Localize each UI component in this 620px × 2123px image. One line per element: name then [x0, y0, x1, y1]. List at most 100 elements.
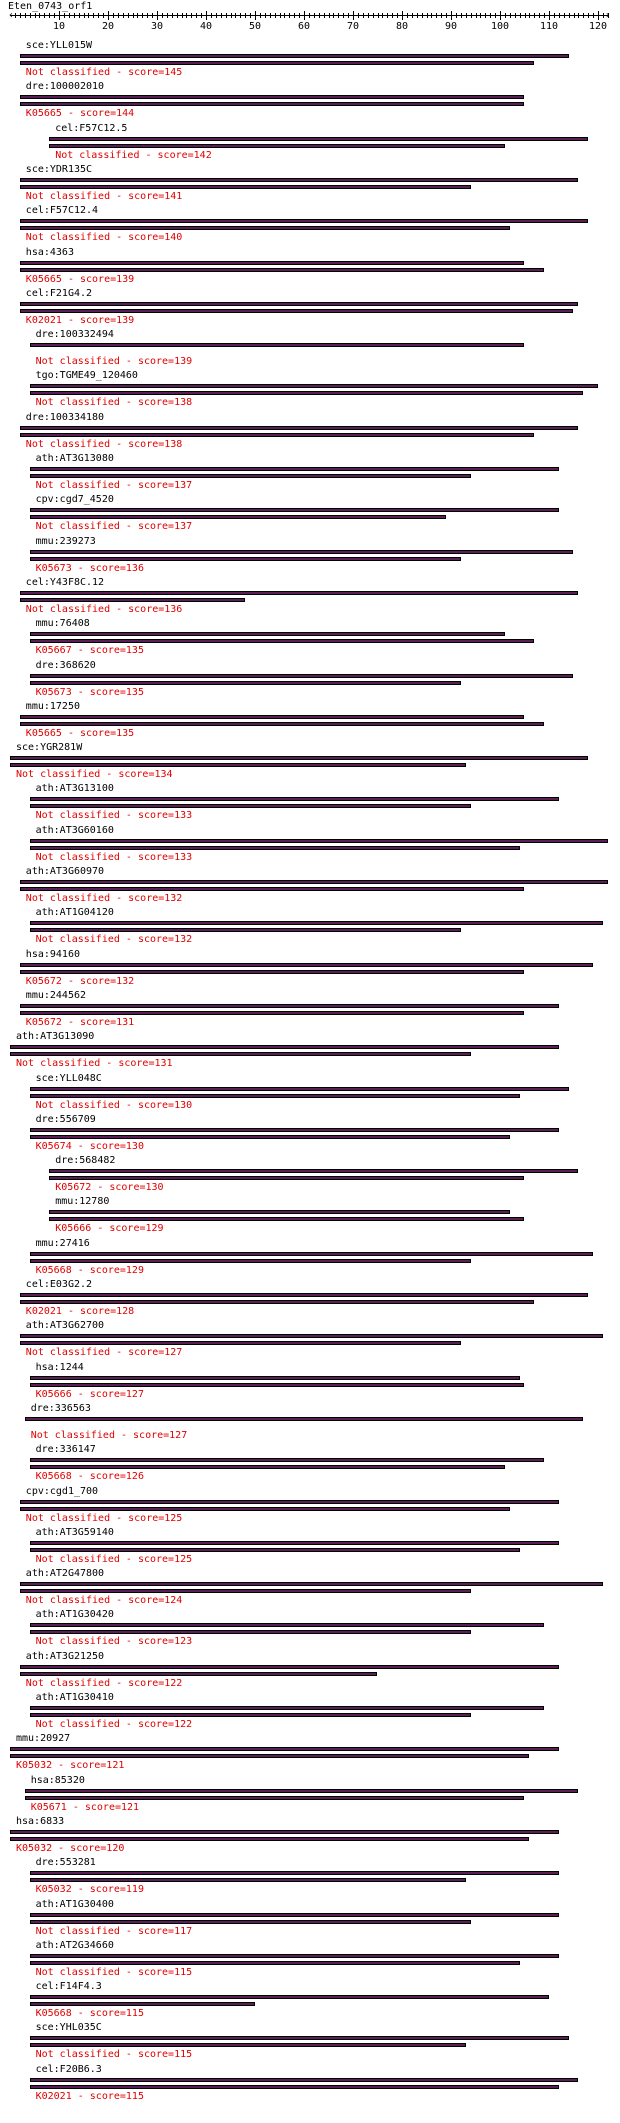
- alignment-bar: [29, 1995, 549, 2000]
- alignment-bar: [29, 2077, 579, 2082]
- ruler-tick: [348, 13, 350, 18]
- ruler-tick: [367, 13, 369, 18]
- hit-name: cpv:cgd1_700: [25, 1485, 99, 1497]
- alignment-bar: [29, 2036, 569, 2041]
- ruler-tick: [289, 13, 291, 18]
- hit-name: mmu:239273: [35, 535, 96, 547]
- hit-name: mmu:76408: [35, 618, 90, 630]
- alignment-bar: [29, 391, 584, 396]
- alignment-bar: [10, 1045, 559, 1050]
- ruler-tick: [372, 13, 374, 18]
- ruler-tick: [563, 13, 565, 18]
- ruler-tick-label: 120: [588, 21, 608, 32]
- hit-name: ath:AT3G62700: [25, 1320, 105, 1332]
- hit-classification: K05032 - score=120: [16, 1842, 125, 1854]
- hit-classification: Not classified - score=132: [35, 934, 193, 946]
- alignment-bar: [19, 1293, 589, 1297]
- ruler-tick: [514, 13, 516, 18]
- ruler-left-arrow: ‹: [8, 10, 15, 21]
- alignment-bar: [19, 969, 525, 974]
- alignment-bar: [29, 921, 603, 926]
- alignment-bar: [49, 1169, 579, 1174]
- ruler-tick: [259, 13, 261, 18]
- alignment-bar: [19, 95, 525, 100]
- hit-classification: Not classified - score=125: [25, 1512, 183, 1524]
- hit-classification: K05672 - score=131: [25, 1016, 135, 1028]
- alignment-bar: [29, 639, 535, 644]
- ruler-tick: [152, 13, 154, 18]
- hit-classification: Not classified - score=117: [35, 1925, 193, 1937]
- hit-name: ath:AT3G13090: [16, 1031, 95, 1043]
- alignment-bar: [19, 177, 579, 182]
- ruler-tick: [558, 13, 560, 18]
- ruler-tick: [171, 13, 173, 18]
- alignment-bar: [19, 260, 525, 265]
- alignment-bar: [29, 1706, 545, 1710]
- ruler-tick: [269, 13, 271, 18]
- alignment-bar: [19, 962, 594, 967]
- hit-classification: K05674 - score=130: [35, 1140, 144, 1152]
- hit-classification: Not classified - score=133: [35, 810, 193, 822]
- alignment-bar: [19, 301, 579, 306]
- hit-name: dre:100002010: [25, 81, 105, 93]
- ruler-tick: [406, 13, 408, 18]
- alignment-bar: [24, 1795, 525, 1800]
- ruler-tick: [323, 13, 325, 18]
- alignment-bar: [19, 219, 589, 224]
- alignment-bar: [29, 556, 461, 561]
- hit-classification: Not classified - score=137: [35, 521, 193, 533]
- hit-classification: Not classified - score=123: [35, 1636, 193, 1648]
- hit-name: cel:F57C12.5: [55, 122, 128, 134]
- alignment-bar: [29, 845, 520, 850]
- ruler-tick: [210, 13, 212, 18]
- hit-classification: Not classified - score=132: [25, 893, 183, 904]
- alignment-bar: [19, 597, 246, 602]
- hit-classification: Not classified - score=122: [25, 1677, 183, 1689]
- ruler-tick: [318, 13, 320, 18]
- ruler-tick: [284, 13, 286, 18]
- ruler-tick: [333, 13, 335, 18]
- ruler-tick: [485, 13, 487, 18]
- hit-classification: K05665 - score=135: [25, 727, 135, 739]
- ruler-tick: [235, 13, 237, 18]
- hit-classification: Not classified - score=130: [35, 1099, 193, 1111]
- alignment-bar: [19, 1664, 559, 1669]
- alignment-bar: [29, 804, 471, 809]
- ruler-tick: [607, 13, 609, 18]
- alignment-bar: [19, 1499, 559, 1504]
- hit-classification: K05032 - score=121: [16, 1760, 125, 1772]
- ruler-tick-label: 10: [52, 21, 66, 32]
- ruler-tick: [431, 13, 433, 18]
- ruler-tick: [402, 11, 403, 20]
- ruler-tick: [504, 13, 506, 18]
- ruler-tick: [382, 13, 384, 18]
- hit-name: sce:YDR135C: [25, 163, 93, 175]
- ruler-tick: [196, 13, 198, 18]
- hit-classification: K05032 - score=119: [35, 1884, 144, 1896]
- hit-name: ath:AT3G13080: [35, 453, 114, 464]
- ruler-tick: [73, 13, 75, 18]
- ruler-tick: [279, 13, 281, 18]
- ruler-tick: [127, 13, 129, 18]
- alignment-bar: [29, 1713, 471, 1717]
- alignment-bar: [49, 1210, 510, 1215]
- ruler-tick: [176, 13, 178, 18]
- hit-classification: Not classified - score=133: [35, 851, 193, 863]
- hit-name: dre:100334180: [25, 411, 105, 423]
- ruler-tick: [519, 13, 521, 18]
- ruler-tick: [88, 13, 90, 18]
- ruler-tick: [83, 13, 85, 18]
- ruler-tick: [59, 11, 60, 20]
- hit-classification: Not classified - score=138: [35, 397, 193, 409]
- alignment-bar: [19, 1589, 471, 1594]
- hit-classification: K02021 - score=115: [35, 2090, 144, 2102]
- ruler-tick: [225, 13, 227, 18]
- alignment-bar: [19, 184, 471, 189]
- hit-name: cel:F14F4.3: [35, 1981, 102, 1993]
- hit-name: ath:AT1G04120: [35, 907, 114, 919]
- ruler-tick: [421, 13, 423, 18]
- hit-classification: K05666 - score=127: [35, 1388, 144, 1400]
- ruler-tick: [14, 13, 16, 18]
- alignment-bar: [29, 2002, 255, 2007]
- hit-classification: Not classified - score=145: [25, 67, 183, 78]
